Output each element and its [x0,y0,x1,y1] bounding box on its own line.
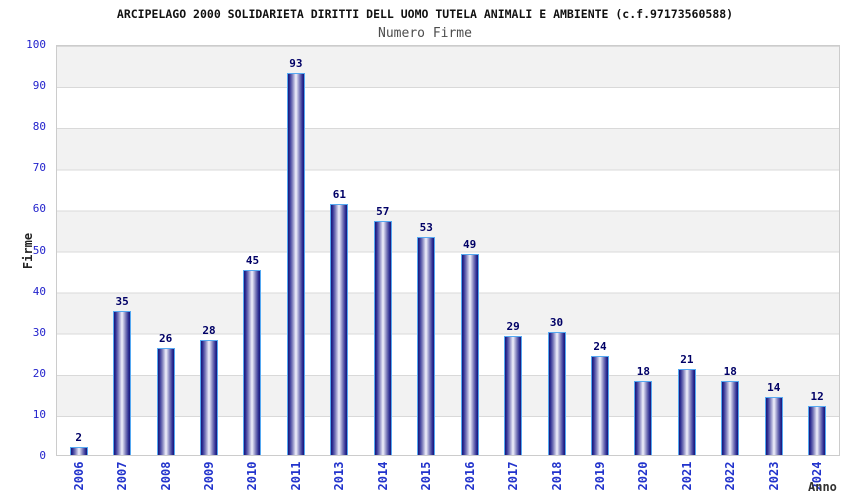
x-tick-label: 2006 [71,461,86,491]
bar-value-label: 18 [636,365,651,379]
x-tick-label: 2008 [158,461,173,491]
bar [243,270,262,455]
bar [286,72,305,455]
bar [634,381,653,455]
x-axis-title: Anno [808,480,837,494]
bar [156,348,175,455]
bar-slot: 14 2023 [752,46,795,490]
y-tick-label: 10 [32,407,46,421]
bar [721,381,740,455]
x-tick-label: 2007 [115,461,130,491]
bar-value-label: 26 [158,332,173,346]
chart-title: ARCIPELAGO 2000 SOLIDARIETA DIRITTI DELL… [116,7,734,21]
bar-slot: 24 2019 [578,46,621,490]
y-tick-label: 80 [32,120,46,134]
bar [547,331,566,455]
x-tick-label: 2020 [636,461,651,491]
x-tick-label: 2011 [288,461,303,491]
x-tick-label: 2022 [723,461,738,491]
bar-value-label: 49 [463,237,477,251]
bar [200,339,219,455]
x-tick-label: 2010 [245,461,260,491]
bar [504,335,523,455]
plot-area: 2 2006 35 2007 26 2008 28 2009 45 2010 93 2011 61 201… [56,45,840,490]
bar-slot: 18 2022 [709,46,752,490]
bar-slot: 2 2006 [57,46,100,490]
bar [69,446,88,455]
x-tick-label: 2021 [679,461,694,491]
y-tick-label: 0 [39,449,46,462]
bar-slot: 49 2016 [448,46,491,490]
bar-slot: 18 2020 [622,46,665,490]
bar [113,311,132,455]
bar-value-label: 18 [723,365,737,379]
y-tick-label: 100 [26,38,46,51]
bar-value-label: 14 [767,381,781,395]
bar-value-label: 21 [680,352,694,366]
bar-value-label: 28 [202,323,216,337]
x-tick-label: 2016 [462,461,477,491]
y-tick-label: 50 [32,243,46,257]
bar-slot: 61 2013 [318,46,361,490]
bar-slot: 45 2010 [231,46,274,490]
bar-value-label: 35 [115,295,129,309]
bar [417,237,436,455]
bar [373,220,392,455]
bar-value-label: 45 [245,254,260,268]
y-tick-label: 90 [32,79,46,93]
y-tick-label: 20 [32,366,46,380]
x-tick-label: 2017 [506,461,521,491]
x-tick-label: 2018 [549,461,564,491]
y-tick-label: 60 [32,202,46,216]
bar-value-label: 53 [419,221,433,235]
bar [330,204,349,455]
bar-value-label: 2 [75,430,83,444]
bar-slot: 53 2015 [405,46,448,490]
bar-value-label: 61 [332,188,346,202]
chart-subtitle: Numero Firme [378,26,472,41]
bar-value-label: 24 [593,340,607,354]
bar-slot: 29 2017 [491,46,534,490]
bar [764,397,783,455]
x-tick-label: 2019 [592,461,607,491]
bar [808,405,827,455]
x-tick-label: 2009 [202,461,217,491]
x-tick-label: 2013 [332,461,347,491]
bar-slot: 12 2024 [795,46,838,490]
bar-slot: 21 2021 [665,46,708,490]
bar-slot: 57 2014 [361,46,404,490]
bar [460,253,479,455]
bar-slot: 30 2018 [535,46,578,490]
x-tick-label: 2014 [375,461,390,491]
y-tick-label: 40 [32,284,46,298]
bar-slot: 26 2008 [144,46,187,490]
bar-slot: 28 2009 [187,46,230,490]
bar-slot: 35 2007 [100,46,143,490]
bar-value-label: 12 [810,389,824,403]
bar-value-label: 93 [289,56,303,70]
x-tick-label: 2015 [419,461,434,491]
bar-slot: 93 2011 [274,46,317,490]
y-tick-label: 30 [32,325,46,339]
bar-value-label: 57 [376,204,390,218]
bar-value-label: 29 [506,319,520,333]
bar [590,356,609,455]
y-tick-label: 70 [32,161,46,175]
x-tick-label: 2023 [766,461,781,491]
bar-value-label: 30 [549,315,564,329]
bar [677,368,696,455]
